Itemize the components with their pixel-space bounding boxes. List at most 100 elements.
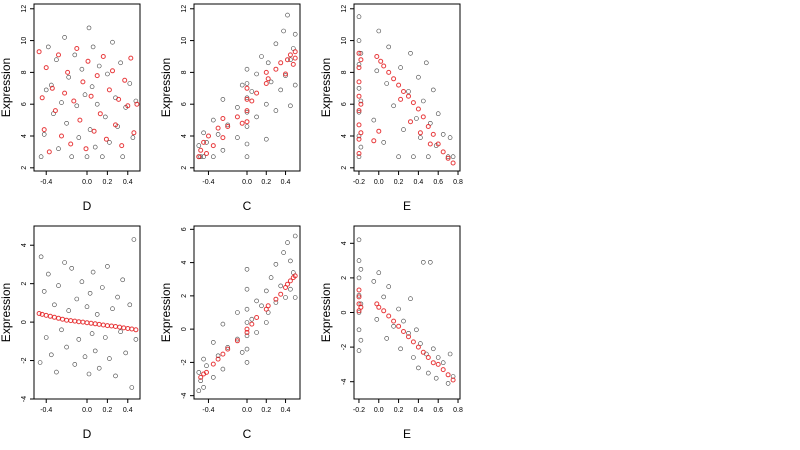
- data-point: [100, 285, 105, 290]
- data-point: [273, 66, 279, 72]
- data-point: [94, 312, 100, 317]
- y-tick-label: 6: [341, 102, 348, 106]
- data-point: [244, 85, 250, 91]
- y-tick-label: -2: [341, 344, 348, 350]
- data-point: [249, 321, 255, 327]
- data-point: [94, 101, 100, 107]
- data-point: [381, 294, 387, 300]
- data-point: [410, 339, 416, 345]
- data-point: [420, 259, 426, 265]
- data-point: [292, 55, 298, 61]
- data-point: [391, 103, 396, 109]
- data-point: [239, 350, 245, 355]
- data-point: [288, 57, 293, 63]
- data-point: [356, 275, 362, 281]
- data-point: [417, 130, 423, 136]
- data-point: [196, 388, 202, 394]
- x-tick-label: -0.2: [353, 179, 365, 186]
- data-point: [220, 116, 226, 121]
- data-point: [64, 121, 69, 126]
- data-point: [287, 52, 293, 58]
- data-point: [259, 303, 264, 309]
- data-point: [445, 154, 451, 159]
- data-point: [133, 337, 139, 342]
- data-point: [396, 154, 401, 159]
- data-point: [378, 58, 384, 64]
- y-tick-label: 2: [341, 166, 348, 170]
- data-point: [204, 140, 209, 145]
- data-point: [244, 96, 250, 102]
- data-point: [292, 31, 298, 37]
- data-point: [435, 111, 441, 116]
- data-point: [128, 55, 134, 61]
- data-point: [90, 269, 96, 275]
- data-point: [131, 130, 137, 136]
- data-point: [420, 98, 426, 104]
- data-point: [211, 154, 216, 159]
- data-point: [356, 310, 362, 315]
- data-point: [41, 289, 47, 294]
- data-point: [398, 96, 404, 102]
- x-tick-label: 0.0: [82, 407, 92, 414]
- y-tick-label: 2: [21, 282, 28, 286]
- data-point: [74, 296, 80, 302]
- data-point: [356, 348, 362, 353]
- data-point: [91, 128, 97, 134]
- data-point: [450, 154, 456, 159]
- x-tick-label: 0.4: [414, 407, 424, 414]
- data-point: [263, 101, 269, 107]
- x-tick-label: 0.6: [433, 407, 443, 414]
- data-point: [100, 54, 106, 59]
- data-point: [48, 82, 54, 88]
- y-tick-label: -2: [181, 359, 188, 365]
- x-tick-label: 0.8: [453, 179, 463, 186]
- data-point: [411, 355, 416, 360]
- data-point: [292, 295, 298, 300]
- data-point: [84, 304, 90, 310]
- data-point: [356, 327, 362, 333]
- x-tick-label: 0.4: [281, 179, 291, 186]
- panel-3: -0.2 0.0 0.2 0.4 0.6 0.8 2 4 6 8 10 12 E Expression: [319, 3, 463, 213]
- data-point: [76, 135, 82, 140]
- data-point: [62, 260, 67, 265]
- series-2: [36, 46, 140, 155]
- data-point: [374, 317, 380, 322]
- data-point: [450, 377, 456, 383]
- data-point: [285, 12, 290, 18]
- data-point: [103, 136, 109, 142]
- series-2: [198, 273, 298, 380]
- data-point: [89, 84, 95, 89]
- data-point: [76, 337, 82, 342]
- data-point: [398, 346, 403, 352]
- data-point: [129, 385, 135, 390]
- series-1: [196, 233, 298, 394]
- data-point: [239, 82, 245, 88]
- data-point: [110, 306, 115, 312]
- series-1: [356, 14, 456, 159]
- data-point: [263, 288, 269, 294]
- data-point: [420, 349, 426, 355]
- data-point: [408, 296, 413, 302]
- data-point: [440, 360, 446, 366]
- data-point: [435, 141, 441, 147]
- data-point: [225, 346, 231, 352]
- data-point: [376, 270, 382, 276]
- data-point: [244, 333, 250, 339]
- data-point: [406, 93, 411, 99]
- series-2: [356, 50, 456, 166]
- data-point: [259, 54, 264, 59]
- data-point: [220, 366, 226, 372]
- data-point: [244, 154, 250, 159]
- data-point: [90, 44, 96, 50]
- data-point: [244, 81, 250, 86]
- data-point: [425, 370, 431, 376]
- data-point: [103, 114, 108, 120]
- y-tick-label: 8: [341, 70, 348, 74]
- data-point: [80, 79, 86, 85]
- data-point: [83, 146, 89, 152]
- data-point: [391, 76, 397, 82]
- data-point: [244, 119, 250, 125]
- data-point: [72, 362, 78, 367]
- y-tick-label: 12: [21, 5, 28, 13]
- data-point: [356, 237, 362, 243]
